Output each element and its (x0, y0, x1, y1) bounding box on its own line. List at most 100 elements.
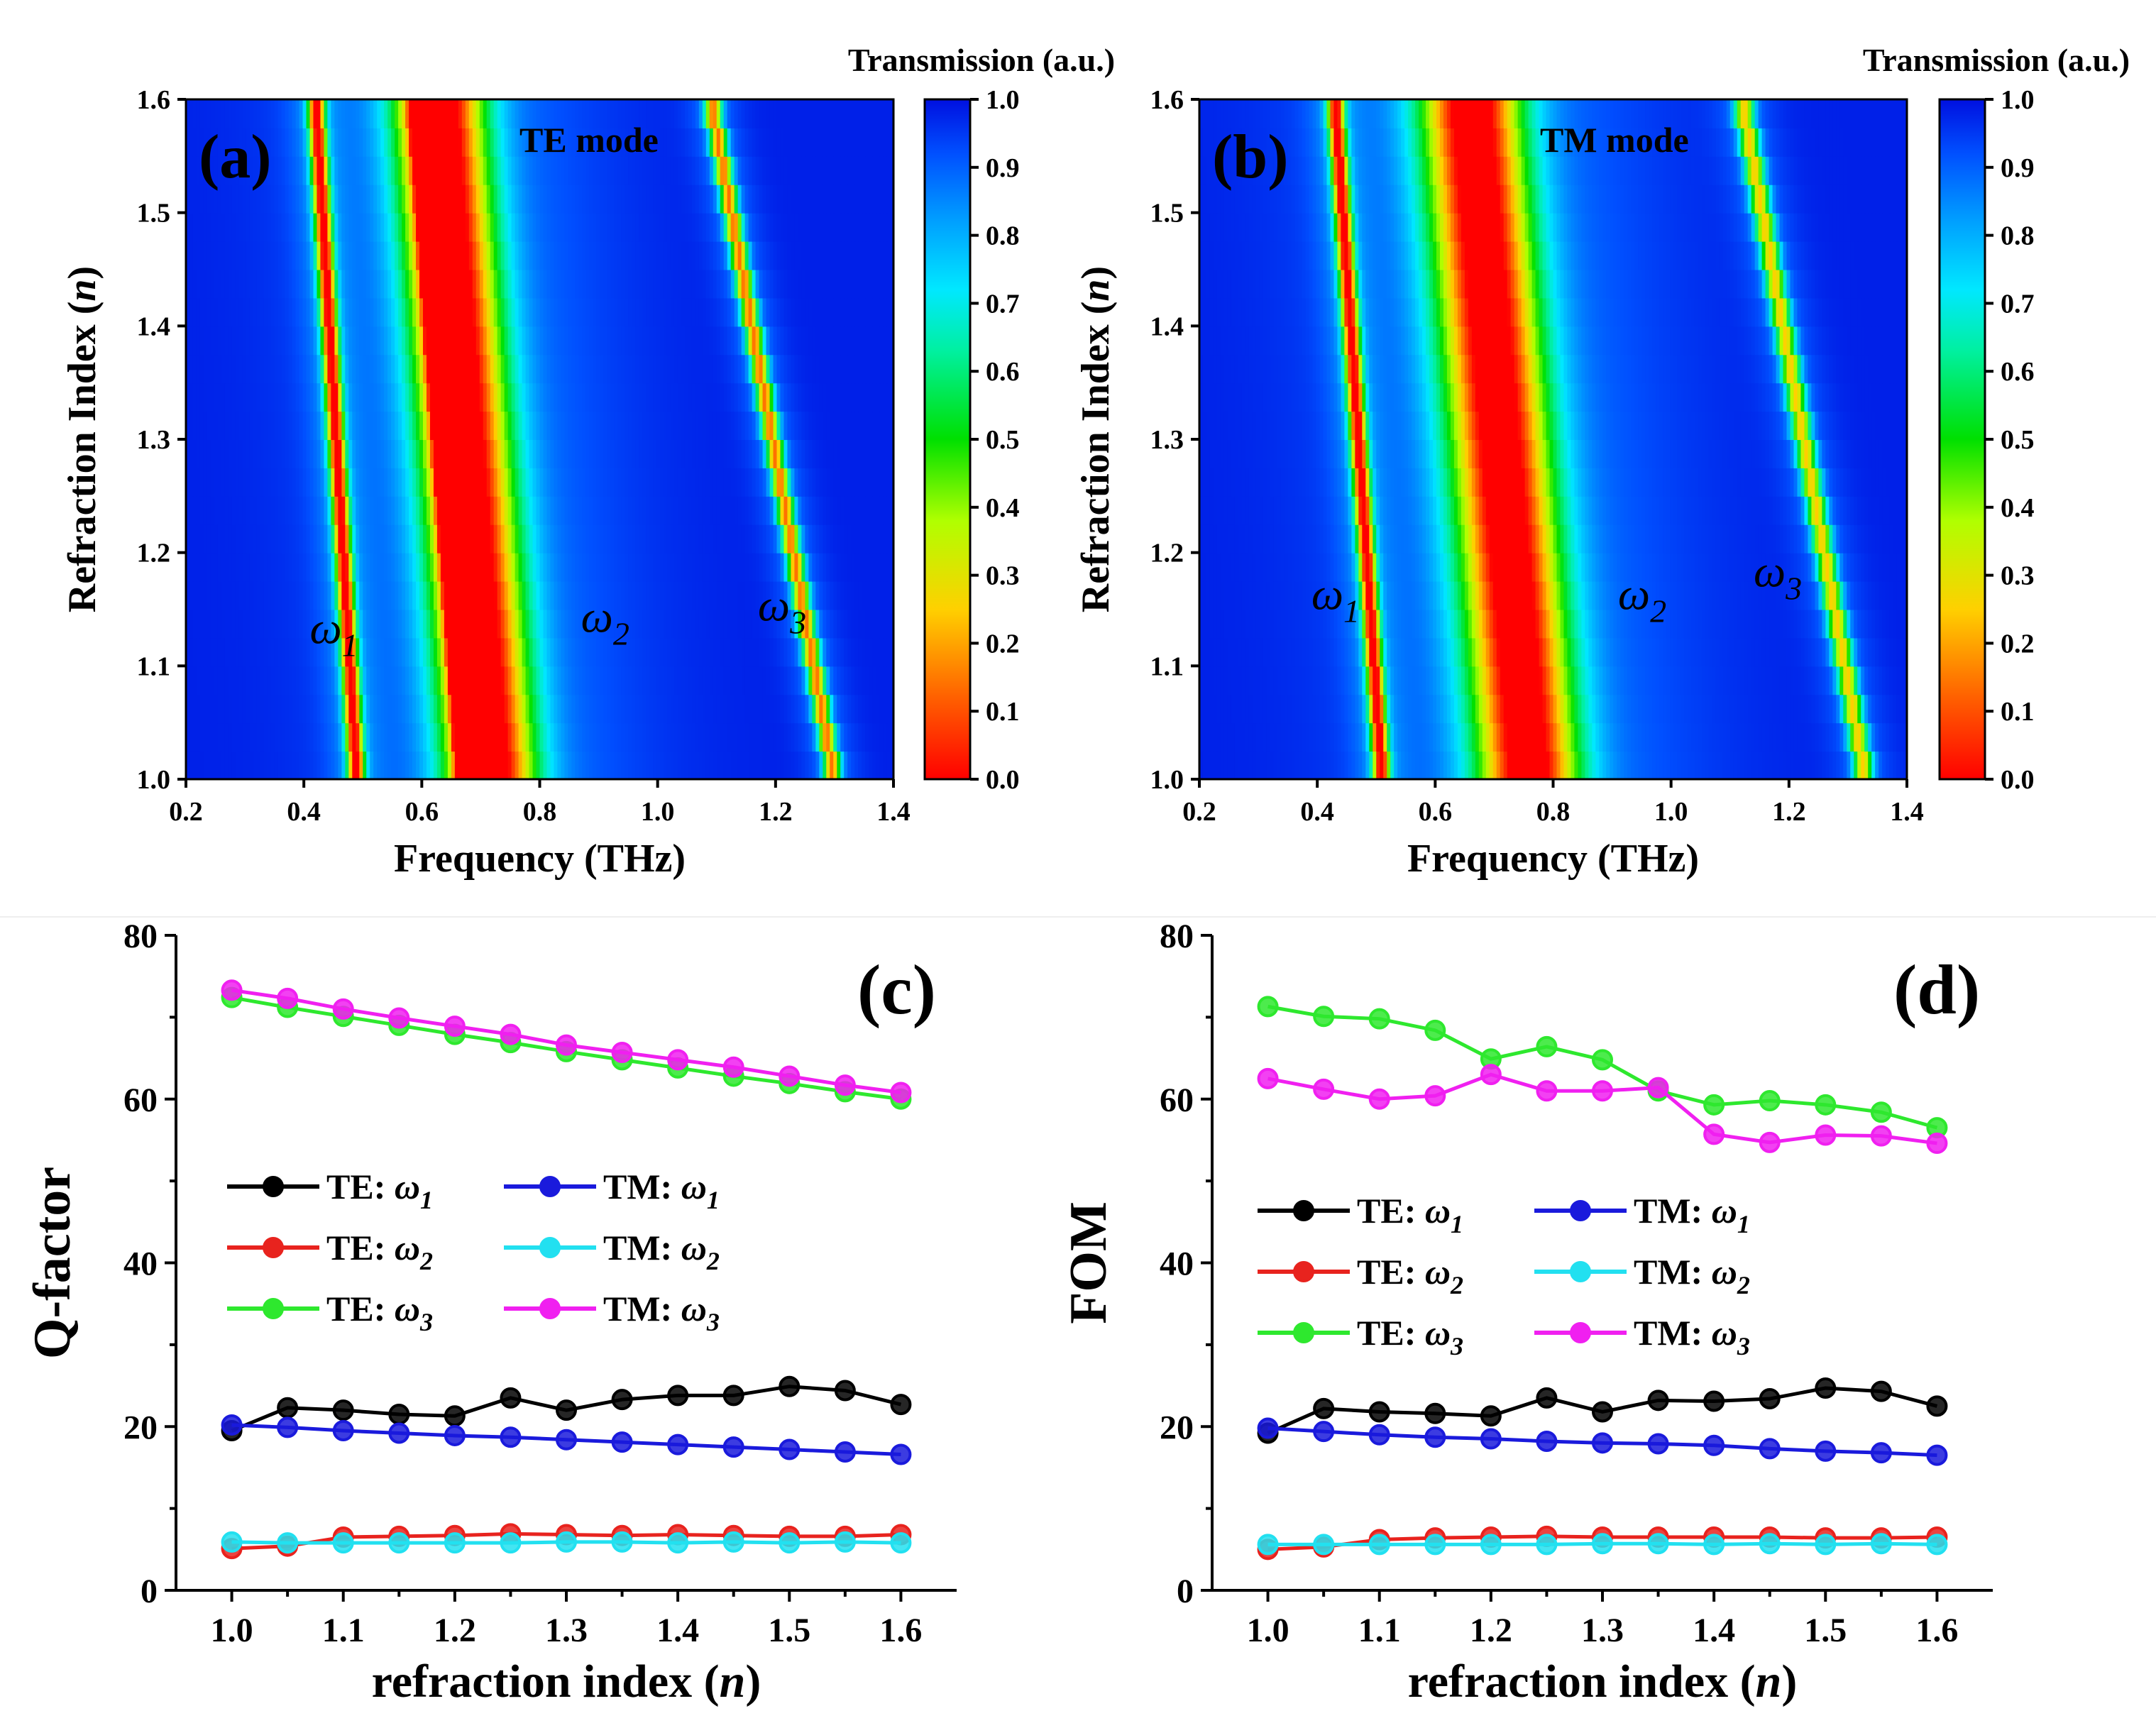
heatmap-cell (773, 99, 778, 128)
heatmap-cell (447, 722, 452, 752)
heatmap-cell (402, 637, 407, 667)
heatmap-cell (575, 666, 580, 695)
heatmap-cell (808, 297, 813, 327)
heatmap-cell (217, 99, 222, 128)
heatmap-cell (497, 552, 502, 582)
heatmap-cell (783, 269, 788, 299)
heatmap-cell (465, 694, 470, 724)
heatmap-cell (433, 751, 438, 779)
heatmap-cell (865, 411, 870, 440)
heatmap-cell (830, 439, 835, 468)
heatmap-cell (663, 241, 668, 270)
heatmap-cell (447, 383, 452, 412)
heatmap-cell (673, 439, 678, 468)
heatmap-cell (773, 155, 778, 185)
heatmap-cell (815, 354, 820, 384)
heatmap-cell (568, 751, 573, 779)
heatmap-cell (380, 354, 385, 384)
heatmap-cell (663, 269, 668, 299)
heatmap-cell (475, 354, 480, 384)
heatmap-cell (515, 241, 519, 270)
heatmap-cell (377, 212, 382, 242)
heatmap-cell (384, 241, 389, 270)
heatmap-cell (766, 495, 771, 525)
heatmap-cell (539, 751, 544, 779)
colorbar-tick-label: 0.9 (986, 153, 1020, 183)
heatmap-cell (840, 297, 845, 327)
heatmap-cell (493, 297, 498, 327)
heatmap-cell (561, 666, 566, 695)
heatmap-cell (468, 580, 473, 610)
heatmap-cell (359, 751, 364, 779)
heatmap-cell (1302, 751, 1307, 779)
heatmap-cell (398, 439, 403, 468)
heatmap-cell (366, 552, 371, 582)
heatmap-cell (663, 580, 668, 610)
heatmap-cell (688, 326, 693, 356)
heatmap-cell (532, 524, 537, 554)
heatmap-cell (546, 212, 551, 242)
heatmap-cell (840, 552, 845, 582)
heatmap-cell (826, 580, 831, 610)
heatmap-cell (292, 495, 297, 525)
heatmap-cell (235, 580, 240, 610)
heatmap-cell (186, 666, 190, 695)
heatmap-cell (653, 666, 658, 695)
heatmap-cell (769, 269, 774, 299)
heatmap-cell (830, 524, 835, 554)
heatmap-cell (737, 383, 742, 412)
heatmap-cell (313, 269, 318, 299)
heatmap-cell (557, 241, 562, 270)
heatmap-cell (479, 495, 484, 525)
heatmap-cell (720, 269, 725, 299)
heatmap-cell (596, 722, 601, 752)
heatmap-cell (454, 184, 459, 214)
heatmap-cell (794, 155, 799, 185)
heatmap-cell (465, 297, 470, 327)
heatmap-cell (748, 354, 753, 384)
heatmap-cell (1592, 751, 1597, 779)
heatmap-cell (833, 127, 838, 157)
heatmap-cell (1503, 751, 1508, 779)
heatmap-cell (716, 127, 721, 157)
heatmap-cell (589, 609, 594, 639)
heatmap-cell (246, 212, 251, 242)
heatmap-cell (324, 326, 329, 356)
heatmap-cell (865, 297, 870, 327)
heatmap-cell (306, 212, 311, 242)
heatmap-cell (723, 155, 728, 185)
heatmap-cell (334, 722, 339, 752)
heatmap-cell (879, 326, 884, 356)
heatmap-cell (557, 580, 562, 610)
heatmap-cell (518, 552, 523, 582)
heatmap-cell (334, 552, 339, 582)
heatmap-cell (748, 127, 753, 157)
heatmap-cell (890, 722, 893, 752)
heatmap-cell (238, 354, 243, 384)
heatmap-cell (826, 269, 831, 299)
heatmap-cell (737, 411, 742, 440)
heatmap-cell (628, 99, 633, 128)
heatmap-cell (1581, 751, 1586, 779)
heatmap-cell (844, 411, 849, 440)
heatmap-cell (847, 269, 852, 299)
heatmap-cell (783, 411, 788, 440)
heatmap-cell (812, 495, 817, 525)
heatmap-cell (500, 99, 505, 128)
heatmap-cell (497, 127, 502, 157)
heatmap-cell (270, 552, 275, 582)
heatmap-cell (486, 666, 491, 695)
heatmap-cell (192, 184, 197, 214)
heatmap-cell (632, 495, 637, 525)
heatmap-cell (398, 609, 403, 639)
heatmap-cell (823, 241, 827, 270)
heatmap-cell (217, 495, 222, 525)
heatmap-cell (458, 467, 463, 497)
heatmap-cell (578, 495, 583, 525)
heatmap-cell (313, 155, 318, 185)
heatmap-cell (677, 184, 682, 214)
heatmap-cell (324, 184, 329, 214)
heatmap-cell (352, 637, 357, 667)
heatmap-cell (210, 467, 215, 497)
heatmap-cell (801, 751, 806, 779)
